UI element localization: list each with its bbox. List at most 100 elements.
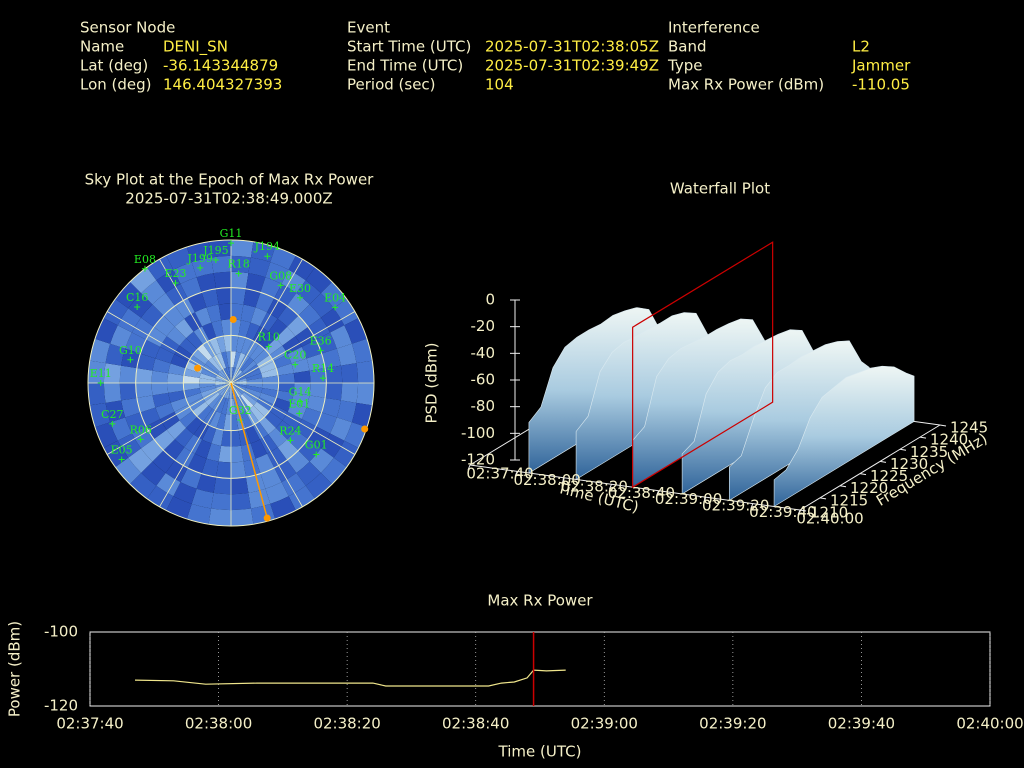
heat-cell [291,358,310,374]
heat-cell [208,240,231,258]
heat-cell [209,337,222,355]
x-tick-label: 02:40:00 [956,715,1023,733]
satellite-marker [141,265,148,272]
heat-cell [231,271,249,289]
heat-cell [215,380,231,383]
heat-cell [184,434,203,454]
satellite-marker [332,304,339,311]
axis-line [799,424,941,511]
heat-cell [110,325,132,349]
heat-cell [255,453,275,474]
heat-cell [356,383,374,406]
satellite-marker [109,420,116,427]
heat-cell [221,319,231,336]
heat-cell [141,280,166,305]
heat-cell [219,383,231,396]
y-tick-label: 1210 [810,504,848,522]
heat-cell [336,400,357,423]
heat-cell [174,318,194,339]
heat-cell [246,385,263,393]
heat-cell [226,398,231,415]
heat-cell [105,343,126,366]
heat-cell [245,340,259,358]
heat-cell [260,277,282,299]
heat-cell [223,414,231,431]
satellite-label: R10 [258,331,280,344]
heat-cell [155,402,175,420]
heat-cell [240,443,256,462]
heat-cell [273,397,292,412]
heat-cell [117,308,141,333]
heat-cell [184,312,203,332]
x-tick-label: 02:39:20 [702,497,769,515]
y-tick-label: 1220 [850,479,888,497]
x-tick-label: 02:38:20 [561,477,628,495]
heat-cell [276,363,294,376]
satellite-marker [277,282,284,289]
heat-cell [152,392,171,408]
field-value: DENI_SN [163,38,228,57]
heat-cell [117,433,141,458]
heat-cell [194,439,212,459]
heat-cell [245,425,260,444]
heat-cell [265,482,289,504]
heat-cell [128,448,153,473]
heat-cell [305,267,333,294]
satellite-label: R14 [312,362,334,375]
heat-cell [174,345,193,362]
heat-cell [186,241,212,263]
heat-cell [174,427,194,448]
heat-cell [105,400,126,423]
satellite-marker [127,356,134,363]
heat-cell [295,419,316,439]
heat-cell [336,343,357,366]
heat-cell [129,267,157,294]
satellite-label: J199 [186,252,212,265]
heat-cell [231,383,243,396]
satellite-label: G32 [229,404,252,417]
heat-cell [321,397,341,418]
heat-cell [146,419,167,439]
heat-cell [215,378,231,383]
heat-cell [275,420,296,440]
heat-cell [215,383,231,388]
heat-cell [278,383,295,393]
heat-cell [273,354,292,369]
heat-cell [250,439,268,459]
x-tick-label: 02:39:00 [655,490,722,508]
heat-cell [205,360,220,374]
heat-cell [245,368,262,379]
azimuth-spoke [159,382,232,508]
heat-cell [281,473,306,497]
heat-cell [321,308,345,333]
heat-cell [315,412,337,434]
heat-cell [199,373,216,381]
heat-cell [208,357,222,372]
satellite-label: G01 [305,438,328,451]
satellite-label: E23 [165,267,187,280]
heat-cell [200,368,217,379]
azimuth-spoke [230,382,356,455]
field-value: 146.404327393 [163,76,282,94]
heat-cell [231,414,239,431]
section-title: Interference [668,19,760,37]
heat-cell [208,394,222,409]
satellite-label: R24 [279,424,301,437]
heat-cell [231,383,244,395]
heat-cell [246,378,263,383]
heat-cell [203,408,217,426]
heat-cell [315,332,337,354]
satellite-label: J194 [254,240,280,253]
heat-cell [173,262,197,284]
heat-cell [321,433,345,458]
heat-cell [168,363,186,376]
heat-cell [256,355,274,369]
heat-cell [240,304,256,323]
heat-cell [231,335,239,352]
heat-cell [250,241,276,263]
heat-cell [216,335,226,353]
heat-cell [211,320,224,338]
heat-cell [231,492,251,511]
x-tick [608,484,612,490]
azimuth-spoke [230,311,356,384]
